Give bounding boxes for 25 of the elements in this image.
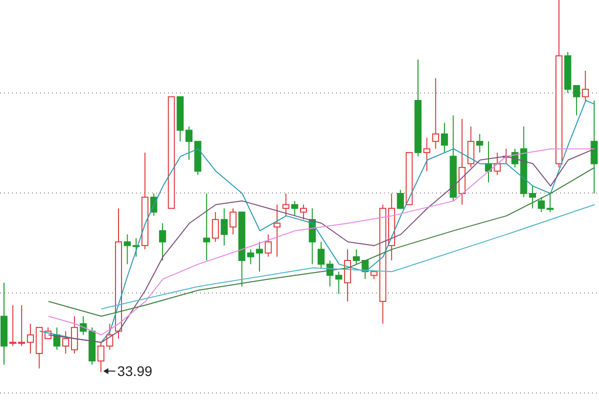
candlestick xyxy=(432,78,440,150)
candlestick xyxy=(440,122,448,154)
candlestick xyxy=(256,241,263,272)
candlestick xyxy=(318,241,325,268)
candlestick xyxy=(264,234,272,258)
candlestick xyxy=(185,126,192,160)
candlestick xyxy=(70,316,78,354)
candlestick xyxy=(62,330,70,354)
candlestick xyxy=(203,192,210,261)
candlestick xyxy=(529,186,536,209)
annotation: 33.99 xyxy=(117,363,153,380)
candlestick xyxy=(300,204,307,220)
candlestick xyxy=(476,133,484,154)
candlestick xyxy=(274,204,281,258)
candlestick xyxy=(220,208,228,246)
candlestick xyxy=(291,200,298,216)
candlestick xyxy=(590,100,598,194)
candlestick xyxy=(467,126,474,168)
candlestick xyxy=(159,222,166,261)
candlestick xyxy=(212,212,219,242)
candlestick xyxy=(230,208,237,235)
candlestick xyxy=(582,70,589,101)
candlestick xyxy=(396,189,404,209)
candlestick xyxy=(423,137,430,172)
candlestick xyxy=(282,192,290,216)
